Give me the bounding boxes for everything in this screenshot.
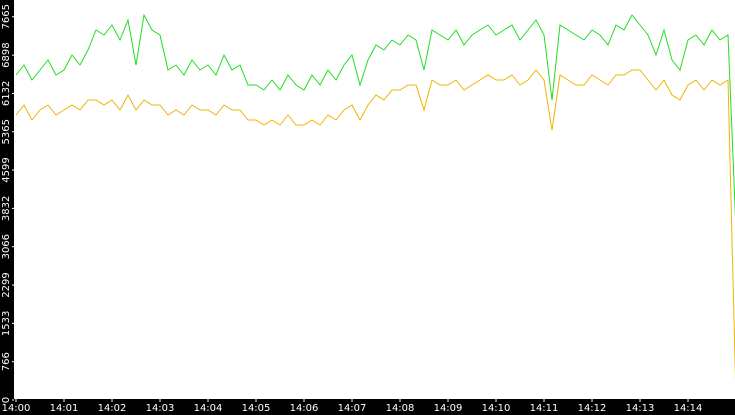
y-axis-strip [0, 0, 14, 415]
y-tick-label: 5365 [1, 119, 12, 144]
series-line [15, 69, 735, 381]
y-tick-label: 1533 [1, 311, 12, 336]
y-tick-label: 3832 [1, 196, 12, 221]
y-tick-label: 6898 [1, 42, 12, 67]
y-tick-label: 4599 [1, 157, 12, 182]
x-tick-label: 14:13 [626, 403, 655, 414]
y-tick-label: 766 [1, 352, 12, 371]
y-tick-label: 7665 [1, 4, 12, 29]
y-tick-label: 0 [1, 397, 12, 403]
x-tick-label: 14:05 [242, 403, 271, 414]
x-tick-label: 14:10 [482, 403, 511, 414]
x-tick-label: 14:00 [2, 403, 31, 414]
x-tick-label: 14:14 [674, 403, 703, 414]
x-tick-label: 14:09 [434, 403, 463, 414]
x-tick-label: 14:03 [146, 403, 175, 414]
y-tick-label: 3066 [1, 234, 12, 259]
x-tick-label: 14:01 [50, 403, 79, 414]
x-tick-label: 14:11 [530, 403, 559, 414]
x-tick-label: 14:02 [98, 403, 127, 414]
series-line [15, 13, 735, 218]
x-tick-label: 14:06 [290, 403, 319, 414]
x-axis-strip [0, 399, 735, 415]
y-tick-label: 6132 [1, 81, 12, 106]
y-tick-label: 2299 [1, 272, 12, 297]
x-tick-label: 14:04 [194, 403, 223, 414]
x-tick-label: 14:08 [386, 403, 415, 414]
x-tick-label: 14:12 [578, 403, 607, 414]
x-tick-label: 14:07 [338, 403, 367, 414]
